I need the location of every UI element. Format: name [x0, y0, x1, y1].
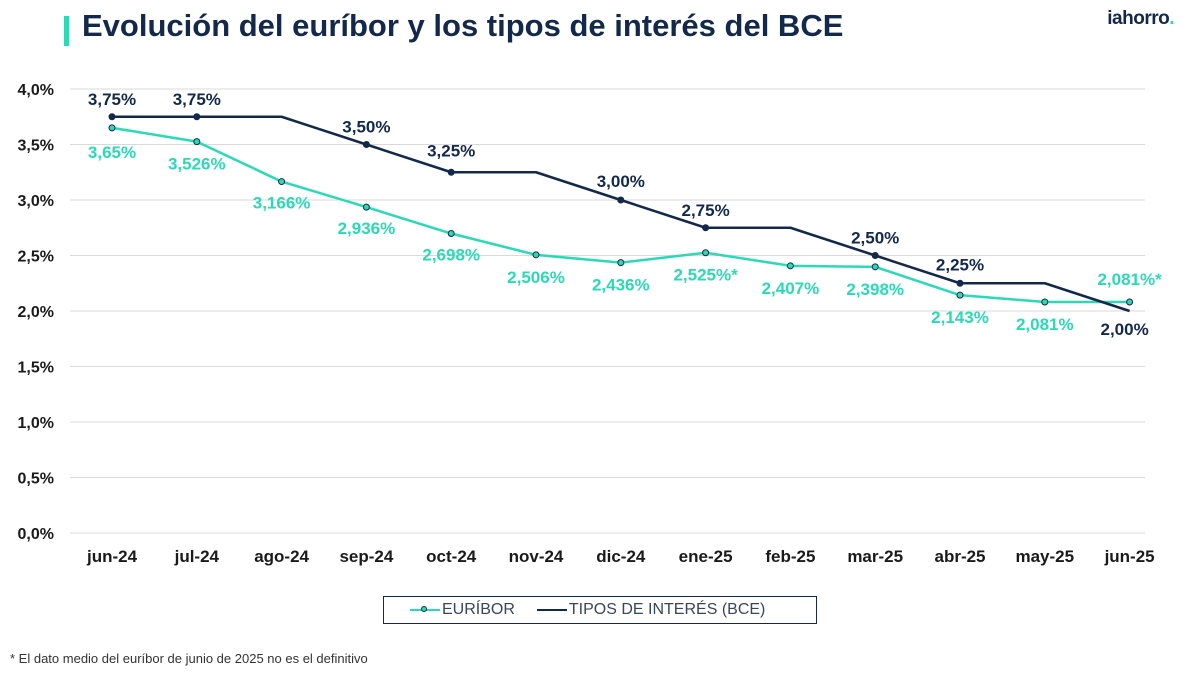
- legend-item-euribor: EURÍBOR: [410, 601, 515, 619]
- bce-data-label: 2,50%: [851, 229, 899, 248]
- bce-point: [447, 168, 455, 176]
- legend-swatch-bce: [536, 604, 567, 616]
- euribor-point: [1126, 298, 1134, 306]
- euribor-data-label: 2,525%*: [673, 266, 738, 285]
- y-tick-label: 1,0%: [18, 415, 54, 432]
- y-tick-label: 4,0%: [18, 82, 54, 99]
- x-tick-label: ene-25: [679, 547, 733, 566]
- legend-swatch-euribor: [410, 604, 440, 616]
- line-chart: 0,0% 0,5% 1,0% 1,5% 2,0% 2,5% 3,0% 3,5% 4,0% jun-…: [18, 82, 1163, 566]
- bce-point: [702, 224, 710, 232]
- bce-point: [362, 141, 370, 148]
- x-tick-label: abr-25: [934, 547, 985, 566]
- legend-label-euribor: EURÍBOR: [442, 601, 515, 618]
- x-tick-label: jun-24: [86, 547, 138, 566]
- euribor-data-label: 2,698%: [422, 246, 480, 265]
- legend-item-bce: TIPOS DE INTERÉS (BCE): [536, 601, 766, 619]
- chart-legend: EURÍBOR TIPOS DE INTERÉS (BCE): [383, 596, 817, 624]
- euribor-point: [1041, 298, 1049, 306]
- title-accent-bar: [64, 16, 69, 46]
- y-tick-label: 3,5%: [18, 138, 54, 155]
- x-tick-label: jul-24: [174, 547, 220, 566]
- euribor-data-label: 2,506%: [507, 268, 565, 287]
- x-tick-label: mar-25: [847, 547, 903, 566]
- x-tick-label: nov-24: [509, 547, 564, 566]
- euribor-point: [786, 262, 794, 270]
- euribor-point: [193, 138, 201, 146]
- euribor-data-label: 2,081%: [1016, 315, 1074, 334]
- bce-data-label: 2,75%: [681, 201, 729, 220]
- y-tick-label: 2,0%: [18, 304, 54, 321]
- bce-data-label: 2,25%: [936, 255, 984, 274]
- bce-data-label: 3,00%: [597, 172, 645, 191]
- y-tick-label: 0,5%: [18, 471, 54, 488]
- bce-data-label: 3,75%: [88, 90, 136, 109]
- x-tick-label: feb-25: [765, 547, 815, 566]
- bce-data-label: 2,00%: [1100, 320, 1148, 339]
- logo-text: iahorro: [1107, 8, 1170, 29]
- y-tick-label: 0,0%: [18, 526, 54, 543]
- x-tick-label: ago-24: [254, 547, 309, 566]
- euribor-point: [532, 251, 540, 259]
- y-tick-label: 2,5%: [18, 249, 54, 266]
- y-tick-label: 3,0%: [18, 193, 54, 210]
- euribor-point: [447, 230, 455, 238]
- euribor-point: [617, 259, 625, 267]
- x-tick-label: may-25: [1015, 547, 1074, 566]
- brand-logo: iahorro.: [1107, 8, 1174, 30]
- bce-data-label: 3,25%: [427, 141, 475, 160]
- euribor-point: [956, 291, 964, 299]
- bce-point: [108, 113, 116, 121]
- x-tick-label: dic-24: [596, 547, 646, 566]
- legend-label-bce: TIPOS DE INTERÉS (BCE): [568, 601, 766, 618]
- bce-point: [956, 279, 964, 287]
- x-tick-label: sep-24: [339, 547, 393, 566]
- bce-point: [193, 113, 201, 121]
- euribor-point: [871, 263, 879, 271]
- euribor-data-label: 3,166%: [253, 194, 311, 213]
- logo-dot: .: [1169, 8, 1174, 29]
- y-tick-label: 1,5%: [18, 360, 54, 377]
- bce-data-label: 3,50%: [342, 118, 390, 137]
- euribor-point: [108, 124, 116, 132]
- x-tick-label: oct-24: [426, 547, 477, 566]
- page-title: Evolución del euríbor y los tipos de int…: [82, 8, 844, 43]
- euribor-data-label: 3,526%: [168, 155, 226, 174]
- euribor-data-label: 2,081%*: [1097, 270, 1162, 289]
- x-tick-label: jun-25: [1104, 547, 1155, 566]
- euribor-data-label: 2,407%: [762, 279, 820, 298]
- euribor-data-label: 2,398%: [846, 280, 904, 299]
- euribor-data-label: 3,65%: [88, 143, 136, 162]
- euribor-data-label: 2,143%: [931, 308, 989, 327]
- bce-data-label: 3,75%: [173, 90, 221, 109]
- bce-point: [617, 196, 625, 204]
- euribor-data-label: 2,436%: [592, 276, 650, 295]
- euribor-data-label: 2,936%: [338, 219, 396, 238]
- euribor-point: [362, 203, 370, 211]
- euribor-point: [278, 178, 286, 186]
- footnote: * El dato medio del euríbor de junio de …: [10, 651, 368, 666]
- bce-point: [871, 252, 879, 259]
- euribor-point: [702, 249, 710, 257]
